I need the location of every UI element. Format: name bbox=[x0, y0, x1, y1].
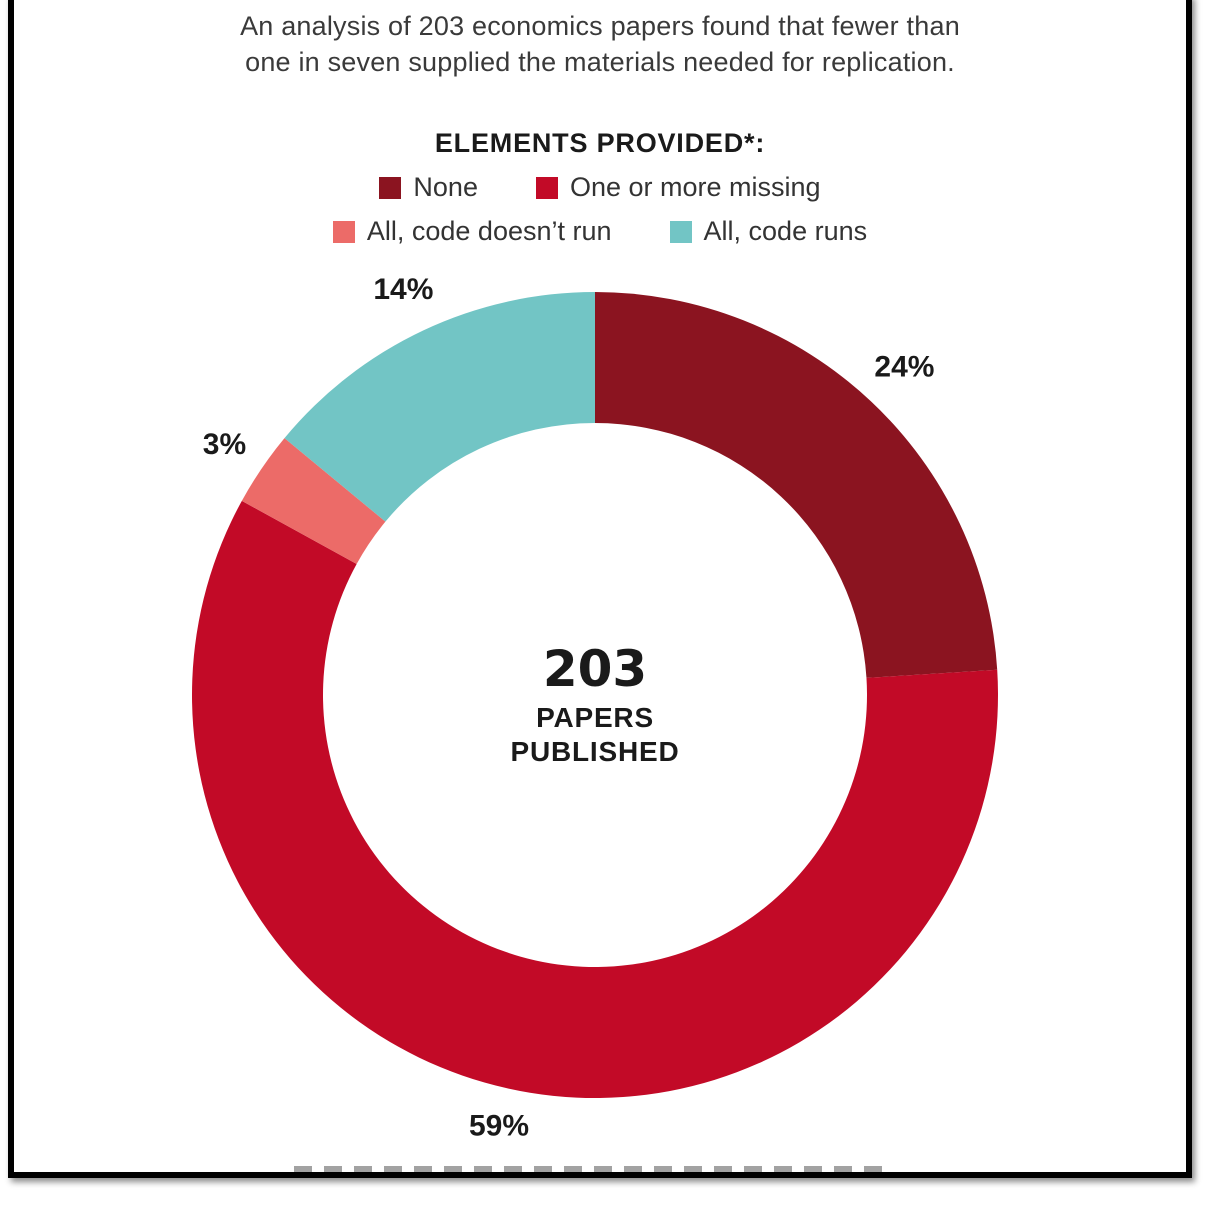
chart-subtitle: An analysis of 203 economics papers foun… bbox=[14, 8, 1186, 80]
slice-all-code-doesnt-run bbox=[241, 438, 386, 564]
center-total-value: 203 bbox=[543, 640, 647, 698]
legend-swatch-all-code-runs bbox=[669, 220, 692, 243]
legend-swatch-none bbox=[379, 176, 402, 199]
subtitle-line-2: one in seven supplied the materials need… bbox=[245, 47, 955, 77]
legend-label-all-code-doesnt-run: All, code doesn’t run bbox=[366, 216, 612, 246]
donut-chart: 24% 59% 3% 14% 203 PAPERS PUBLISHED bbox=[191, 273, 998, 1143]
center-label-line-1: PAPERS bbox=[536, 702, 654, 733]
value-label-all-code-runs: 14% bbox=[373, 273, 433, 306]
legend-row-2: All, code doesn’t run All, code runs bbox=[14, 216, 1186, 247]
donut-value-labels: 24% 59% 3% 14% bbox=[203, 273, 935, 1143]
footnote-cut-off bbox=[294, 1166, 894, 1172]
legend-swatch-all-code-doesnt-run bbox=[332, 220, 355, 243]
legend-label-all-code-runs: All, code runs bbox=[703, 216, 868, 246]
subtitle-line-1: An analysis of 203 economics papers foun… bbox=[240, 11, 960, 41]
value-label-one-or-more-missing: 59% bbox=[469, 1109, 529, 1142]
legend-item-all-code-doesnt-run: All, code doesn’t run bbox=[332, 216, 612, 247]
legend-item-all-code-runs: All, code runs bbox=[669, 216, 868, 247]
legend-label-one-or-more-missing: One or more missing bbox=[569, 172, 821, 202]
legend-title: ELEMENTS PROVIDED*: bbox=[434, 128, 766, 158]
slice-all-code-runs bbox=[284, 292, 595, 522]
figure-frame: An analysis of 203 economics papers foun… bbox=[8, 0, 1192, 1178]
legend-swatch-one-or-more-missing bbox=[535, 176, 558, 199]
donut-slices bbox=[191, 292, 998, 1098]
value-label-all-code-doesnt-run: 3% bbox=[203, 428, 246, 461]
legend-item-none: None bbox=[379, 172, 478, 203]
legend-item-one-or-more-missing: One or more missing bbox=[535, 172, 821, 203]
legend-label-none: None bbox=[413, 172, 478, 202]
slice-none bbox=[595, 292, 998, 678]
legend-row-1: None One or more missing bbox=[14, 172, 1186, 203]
center-label-line-2: PUBLISHED bbox=[511, 736, 680, 767]
value-label-none: 24% bbox=[874, 351, 934, 384]
slice-one-or-more-missing bbox=[191, 500, 998, 1098]
